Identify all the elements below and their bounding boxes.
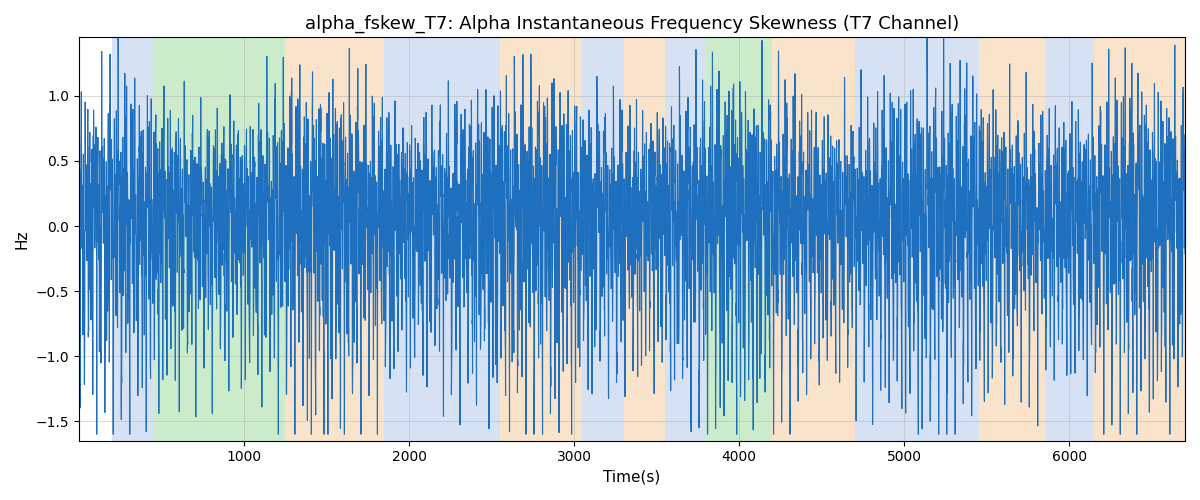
X-axis label: Time(s): Time(s) [604, 470, 660, 485]
Y-axis label: Hz: Hz [14, 230, 30, 249]
Bar [500, 38, 582, 440]
Bar [979, 38, 1045, 440]
Bar [773, 38, 854, 440]
Title: alpha_fskew_T7: Alpha Instantaneous Frequency Skewness (T7 Channel): alpha_fskew_T7: Alpha Instantaneous Freq… [305, 15, 959, 34]
Bar [624, 38, 665, 440]
Bar [112, 38, 154, 440]
Bar [154, 38, 286, 440]
Bar [1094, 38, 1186, 440]
Bar [384, 38, 500, 440]
Bar [582, 38, 624, 440]
Bar [707, 38, 773, 440]
Bar [665, 38, 707, 440]
Bar [1045, 38, 1094, 440]
Bar [286, 38, 384, 440]
Bar [854, 38, 979, 440]
